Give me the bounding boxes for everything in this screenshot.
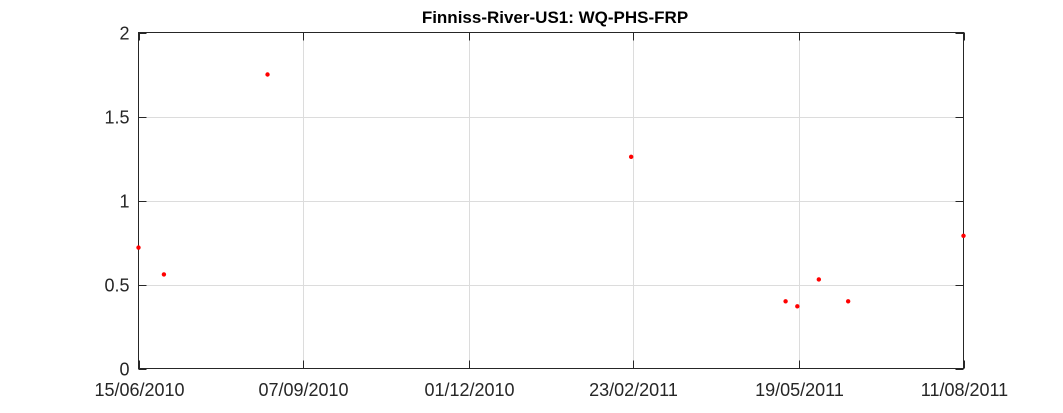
y-tick-label: 0 <box>119 360 129 380</box>
data-point <box>265 72 270 77</box>
plot-area <box>138 32 964 369</box>
axis-ticks: 15/06/2010 07/09/2010 01/12/2010 23/02/2011… <box>94 24 1008 401</box>
grid <box>138 32 964 369</box>
x-tick-label: 23/02/2011 <box>589 380 678 400</box>
x-tick-label: 01/12/2010 <box>424 380 514 400</box>
data-point <box>628 154 634 160</box>
x-tick-label: 15/06/2010 <box>94 380 184 400</box>
chart-title: Finniss-River-US1: WQ-PHS-FRP <box>422 8 688 27</box>
data-point <box>136 245 141 250</box>
data-point <box>783 299 788 304</box>
y-tick-label: 1.5 <box>104 108 129 128</box>
y-tick-label: 1 <box>119 192 129 212</box>
x-tick-label: 11/08/2011 <box>921 380 1008 400</box>
data-points <box>136 72 966 309</box>
data-point <box>161 272 167 277</box>
y-tick-label: 0.5 <box>104 276 129 296</box>
data-point <box>816 277 822 282</box>
data-point <box>795 304 800 309</box>
y-tick-label: 2 <box>119 24 129 44</box>
data-point <box>961 233 966 238</box>
data-point <box>845 299 851 304</box>
x-tick-label: 19/05/2011 <box>755 380 844 400</box>
x-tick-label: 07/09/2010 <box>258 380 348 400</box>
